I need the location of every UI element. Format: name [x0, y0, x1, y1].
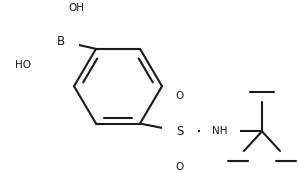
Text: S: S: [176, 125, 184, 138]
Text: O: O: [176, 91, 184, 101]
Text: B: B: [57, 35, 65, 47]
Text: OH: OH: [68, 3, 84, 13]
Text: HO: HO: [15, 60, 31, 69]
Text: NH: NH: [212, 126, 228, 136]
Text: O: O: [176, 162, 184, 172]
